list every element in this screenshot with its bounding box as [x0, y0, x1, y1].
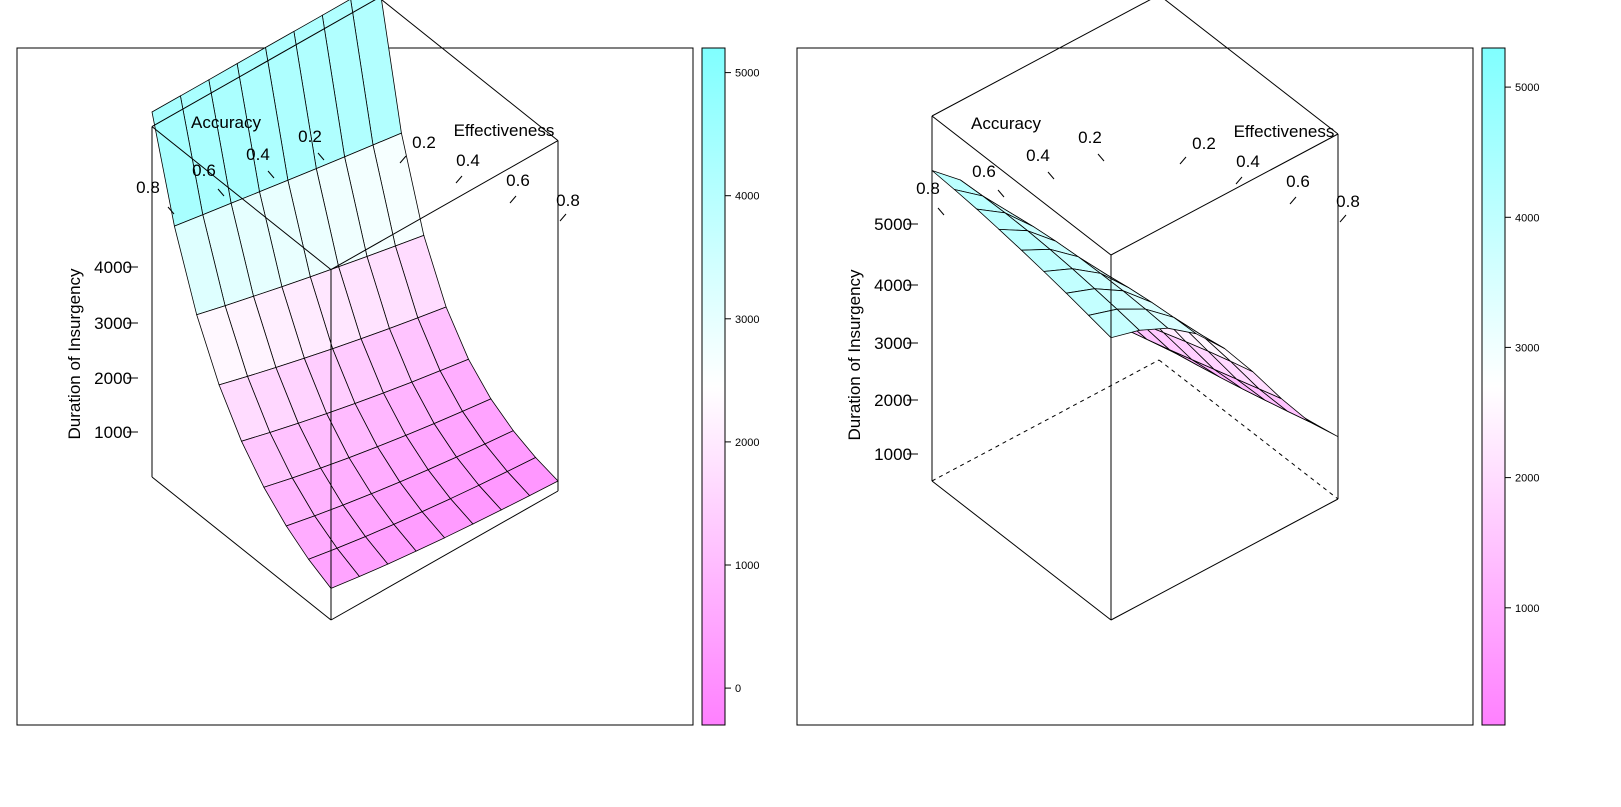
y-tick-label: 0.6: [1286, 172, 1310, 191]
z-tick-label: 1000: [94, 423, 132, 442]
z-axis-label-left: Duration of Insurgency: [65, 268, 84, 440]
x-tick-label: 0.4: [1026, 146, 1050, 165]
y-tick-label: 0.8: [556, 191, 580, 210]
box-edge: [381, 0, 559, 141]
box-edge: [931, 115, 1112, 256]
x-tick-label: 0.4: [246, 145, 270, 164]
colorbar-tick-label: 2000: [1515, 473, 1539, 485]
colorbar-tick-label: 4000: [1515, 212, 1539, 224]
panel-right-frame: [796, 47, 1474, 726]
colorbar-tick-label: 5000: [1515, 82, 1539, 94]
x-ticks-left: 0.2 0.4 0.6 0.8: [136, 127, 325, 215]
box-edge: [931, 480, 1112, 621]
z-tick-label: 4000: [874, 276, 912, 295]
y-tick-label: 0.4: [1236, 152, 1260, 171]
colorbar-tick-label: 1000: [735, 560, 759, 572]
box-edge: [931, 0, 1151, 117]
box-edge: [330, 140, 559, 271]
z-tick-label: 5000: [874, 215, 912, 234]
colorbar-tick-label: 0: [735, 683, 741, 695]
z-tick-label: 3000: [94, 314, 132, 333]
colorbar-right-ramp: [1481, 47, 1506, 726]
z-ticks-left: 1000 2000 3000 4000: [94, 258, 138, 442]
panel-right: Accuracy Effectiveness Duration of Insur…: [796, 0, 1539, 726]
colorbar-tick-label: 3000: [1515, 342, 1539, 354]
z-tick-label: 2000: [94, 369, 132, 388]
box-edge: [1110, 498, 1339, 621]
surface-left: [151, 0, 559, 589]
box-edge: [1164, 0, 1339, 135]
x-axis-label-right: Accuracy: [971, 114, 1041, 133]
z-tick-label: 2000: [874, 391, 912, 410]
colorbar-left: 0 1000 2000 3000 4000 5000: [701, 47, 759, 726]
x-tick-label: 0.2: [298, 127, 322, 146]
y-tick-label: 0.4: [456, 151, 480, 170]
colorbar-tick-label: 1000: [1515, 603, 1539, 615]
x-tick-label: 0.8: [136, 178, 160, 197]
colorbar-tick-label: 5000: [735, 68, 759, 80]
y-axis-label-left: Effectiveness: [454, 121, 555, 140]
x-tick-label: 0.2: [1078, 128, 1102, 147]
y-tick-label: 0.8: [1336, 192, 1360, 211]
colorbar-tick-label: 4000: [735, 191, 759, 203]
y-axis-label-right: Effectiveness: [1234, 122, 1335, 141]
box-edge: [151, 0, 376, 128]
z-tick-label: 4000: [94, 258, 132, 277]
colorbar-left-ramp: [701, 47, 726, 726]
y-ticks-left: 0.2 0.4 0.6 0.8: [399, 133, 580, 222]
box-edge: [151, 126, 332, 270]
y-tick-label: 0.2: [412, 133, 436, 152]
box-edge-hidden: [931, 359, 1160, 482]
box-edge: [151, 476, 332, 621]
panel-left: Accuracy Effectiveness Duration of Insur…: [16, 0, 759, 726]
z-ticks-right: 1000 2000 3000 4000 5000: [874, 215, 918, 464]
x-tick-label: 0.6: [972, 162, 996, 181]
y-tick-label: 0.2: [1192, 134, 1216, 153]
y-ticks-right: 0.2 0.4 0.6 0.8: [1179, 134, 1360, 223]
z-tick-label: 3000: [874, 334, 912, 353]
box-left: [151, 0, 559, 621]
x-axis-label-left: Accuracy: [191, 113, 261, 132]
box-edge-hidden: [1158, 359, 1339, 500]
box-right: [931, 0, 1339, 621]
x-tick-label: 0.8: [916, 179, 940, 198]
colorbar-tick-label: 3000: [735, 314, 759, 326]
colorbar-right: 1000 2000 3000 4000 5000: [1481, 47, 1539, 726]
z-axis-label-right: Duration of Insurgency: [845, 269, 864, 441]
x-tick-label: 0.6: [192, 161, 216, 180]
x-ticks-right: 0.2 0.4 0.6 0.8: [916, 128, 1105, 216]
surface-right: [931, 170, 1339, 438]
colorbar-tick-label: 2000: [735, 437, 759, 449]
z-tick-label: 1000: [874, 445, 912, 464]
y-tick-label: 0.6: [506, 171, 530, 190]
box-edge: [330, 490, 559, 621]
box-edge: [1110, 133, 1339, 256]
surface-facet: [1258, 388, 1310, 423]
